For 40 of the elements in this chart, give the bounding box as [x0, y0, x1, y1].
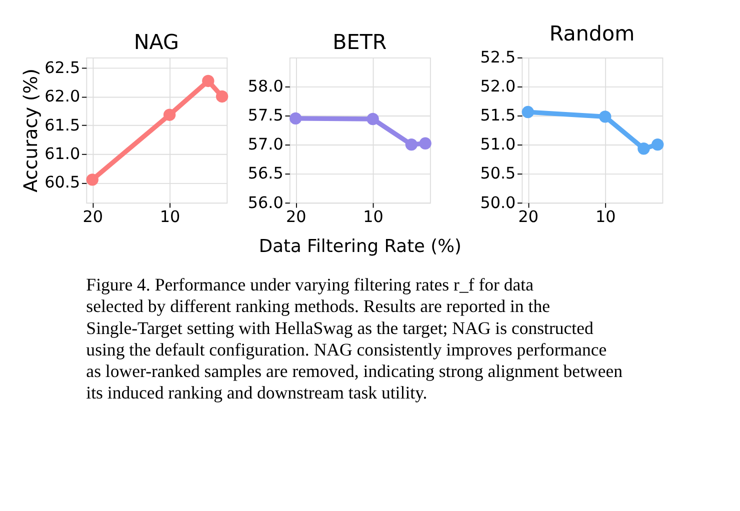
- y-tick-label: 51.5: [480, 106, 516, 125]
- y-tick-label: 50.0: [480, 192, 516, 212]
- point: [202, 74, 214, 88]
- y-tick-label: 62.0: [44, 86, 80, 106]
- point: [522, 106, 534, 118]
- x-axis-title: Data Filtering Rate (%): [258, 236, 462, 257]
- point: [163, 108, 176, 121]
- y-tick-label: 58.0: [248, 76, 284, 96]
- point: [419, 137, 432, 150]
- y-tick-label: 57.5: [248, 106, 284, 125]
- point: [366, 112, 379, 126]
- x-tick-label: 20: [82, 206, 103, 226]
- y-tick-label: 52.0: [480, 76, 516, 96]
- y-tick-label: 56.0: [248, 192, 284, 212]
- chart-title: BETR: [332, 30, 387, 54]
- point: [86, 174, 98, 186]
- x-tick-label: 20: [518, 206, 539, 226]
- point: [652, 138, 664, 151]
- point: [599, 110, 612, 123]
- y-axis-title: Accuracy (%): [21, 68, 42, 192]
- y-tick-label: 51.0: [480, 134, 516, 154]
- y-tick-label: 52.5: [480, 48, 516, 67]
- x-tick-label: 20: [286, 206, 306, 226]
- caption: Figure 4. Performance under varying filtering rates r_f for data selected by different ranking methods. Results are reported in the Single-Target setting with HellaSwag as the target; NAG is constructed using the default configuration. NAG consistently improves performance as lower-ranked samples are removed, indicating strong alignment between its induced ranking and downstream task utility.: [86, 274, 623, 402]
- x-tick-label: 10: [160, 206, 180, 226]
- point: [290, 112, 302, 125]
- chart-title: NAG: [134, 30, 179, 54]
- y-tick-label: 61.5: [44, 115, 80, 134]
- point: [405, 138, 418, 151]
- x-tick-label: 10: [363, 206, 384, 226]
- y-tick-label: 61.0: [44, 144, 80, 164]
- y-tick-label: 62.5: [44, 58, 80, 77]
- y-tick-label: 56.5: [248, 164, 284, 183]
- point: [638, 142, 650, 155]
- y-tick-label: 50.5: [480, 164, 516, 183]
- y-tick-label: 60.5: [44, 172, 80, 192]
- y-tick-label: 57.0: [248, 134, 284, 154]
- chart-title: Random: [549, 22, 635, 46]
- point: [216, 90, 228, 103]
- x-tick-label: 10: [595, 206, 616, 226]
